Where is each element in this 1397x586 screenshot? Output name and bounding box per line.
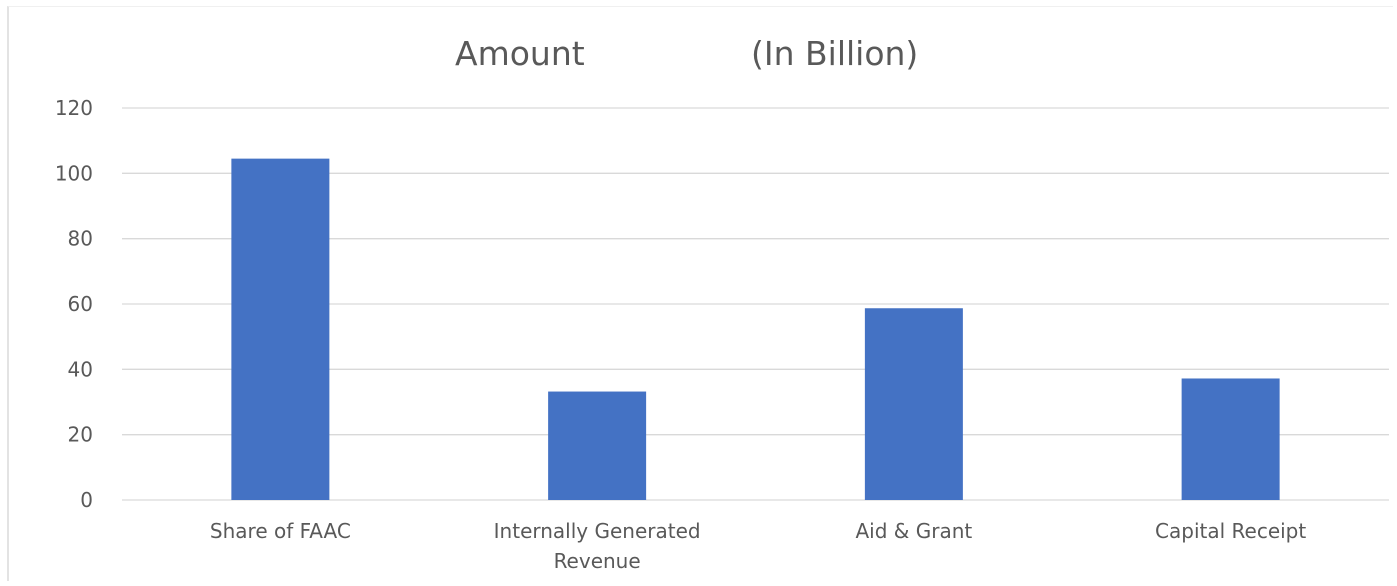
bars (231, 158, 1280, 500)
y-tick-label: 0 (80, 488, 93, 512)
gridlines (122, 107, 1389, 501)
y-tick-label: 40 (68, 357, 93, 381)
y-tick-label: 100 (55, 161, 93, 185)
x-category-label-line: Share of FAAC (210, 519, 351, 543)
y-tick-label: 60 (68, 292, 93, 316)
chart-title-unit: (In Billion) (751, 34, 918, 73)
x-category-label: Internally Generated Revenue (494, 519, 701, 573)
bar-1 (548, 391, 647, 500)
bar-0 (231, 158, 330, 500)
x-axis-labels: Share of FAAC Internally Generated Revenue… (210, 519, 1306, 573)
y-tick-label: 80 (68, 227, 93, 251)
y-axis-ticks: 0 20 40 60 80 100 120 (55, 96, 93, 512)
x-category-label: Share of FAAC (210, 519, 351, 543)
x-category-label: Capital Receipt (1155, 519, 1306, 543)
chart-container: Amount (In Billion) 0 20 40 60 80 100 120 Shar… (7, 6, 1393, 581)
x-category-label-line: Internally Generated (494, 519, 701, 543)
x-category-label: Aid & Grant (856, 519, 973, 543)
chart-title-main: Amount (455, 34, 585, 73)
bar-chart: Amount (In Billion) 0 20 40 60 80 100 120 Shar… (55, 34, 1389, 573)
y-tick-label: 120 (55, 96, 93, 120)
bar-2 (864, 308, 963, 500)
x-category-label-line: Capital Receipt (1155, 519, 1306, 543)
y-tick-label: 20 (68, 423, 93, 447)
x-category-label-line: Revenue (554, 549, 641, 573)
x-category-label-line: Aid & Grant (856, 519, 973, 543)
chart-title: Amount (In Billion) (455, 34, 918, 73)
bar-3 (1181, 378, 1280, 500)
